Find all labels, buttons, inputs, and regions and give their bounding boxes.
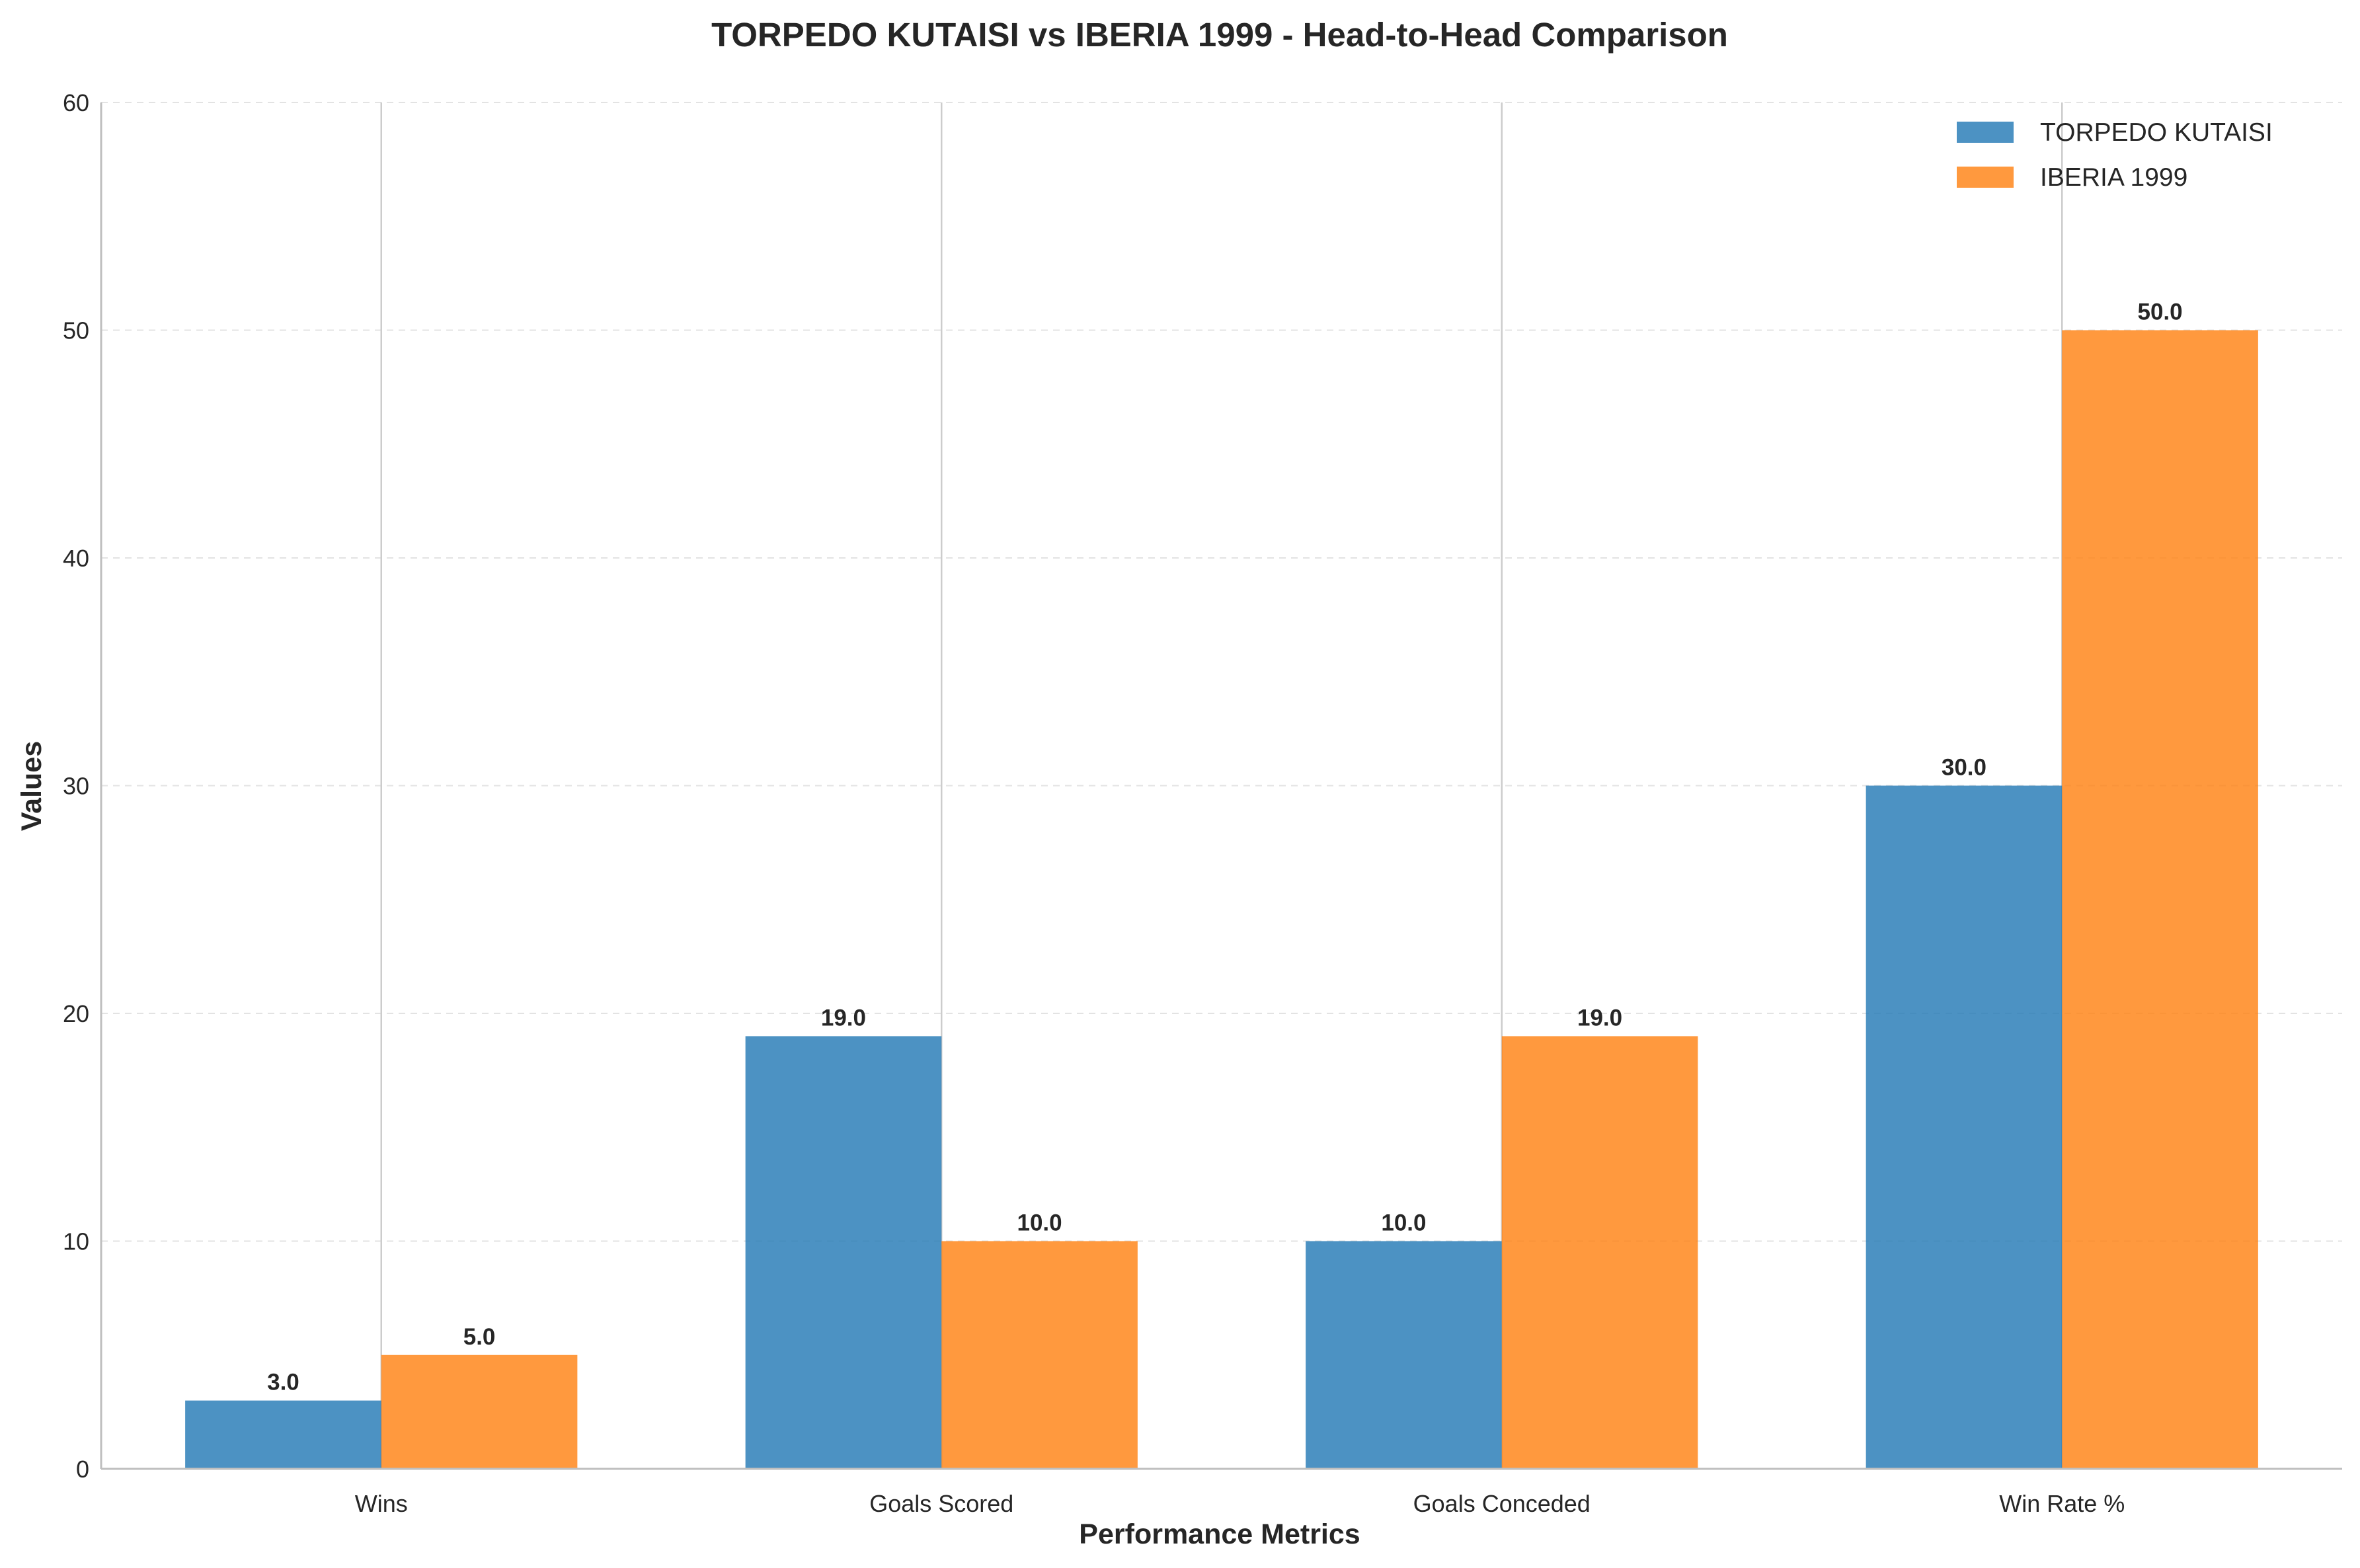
x-tick-label: Win Rate % [1999, 1490, 2125, 1517]
bar [2062, 330, 2258, 1469]
bar-value-label: 30.0 [1942, 755, 1986, 781]
bar-value-labels: 3.0 19.0 10.0 30.0 5.0 10.0 19.0 50.0 [267, 299, 2183, 1395]
bar [1866, 785, 2063, 1469]
bar-value-label: 19.0 [1577, 1005, 1622, 1031]
x-tick-label: Goals Conceded [1413, 1490, 1591, 1517]
y-tick-label: 60 [63, 89, 89, 116]
bar [941, 1241, 1138, 1469]
y-tick-label: 40 [63, 545, 89, 572]
y-axis-label: Values [16, 741, 48, 831]
legend-label: IBERIA 1999 [2040, 163, 2187, 192]
bar [381, 1354, 578, 1469]
x-axis-label: Performance Metrics [1079, 1518, 1360, 1550]
grid-lines [101, 102, 2342, 1242]
x-tick-labels: Wins Goals Scored Goals Conceded Win Rate % [355, 1490, 2125, 1517]
legend-swatch [1957, 167, 2014, 188]
x-tick-label: Goals Scored [869, 1490, 1013, 1517]
bar-value-label: 10.0 [1381, 1210, 1426, 1236]
chart-title: TORPEDO KUTAISI vs IBERIA 1999 - Head-to… [711, 16, 1728, 54]
legend-label: TORPEDO KUTAISI [2040, 118, 2273, 147]
legend: TORPEDO KUTAISI IBERIA 1999 [1957, 118, 2273, 192]
bar [745, 1036, 942, 1469]
bar [185, 1400, 381, 1469]
bar-value-label: 3.0 [267, 1370, 299, 1395]
bars [185, 330, 2258, 1469]
y-tick-label: 0 [76, 1456, 89, 1483]
y-tick-label: 10 [63, 1228, 89, 1255]
y-tick-label: 50 [63, 317, 89, 344]
bar-value-label: 50.0 [2138, 299, 2183, 325]
y-tick-label: 20 [63, 1000, 89, 1027]
bar-value-label: 10.0 [1017, 1210, 1062, 1236]
bar [1306, 1241, 1502, 1469]
axes [100, 102, 2342, 1470]
y-tick-label: 30 [63, 773, 89, 800]
bar-value-label: 19.0 [821, 1005, 866, 1031]
legend-swatch [1957, 122, 2014, 143]
y-tick-labels: 0 10 20 30 40 50 60 [63, 89, 89, 1483]
x-tick-label: Wins [355, 1490, 408, 1517]
bar [1501, 1036, 1698, 1469]
bar-value-label: 5.0 [463, 1324, 496, 1350]
